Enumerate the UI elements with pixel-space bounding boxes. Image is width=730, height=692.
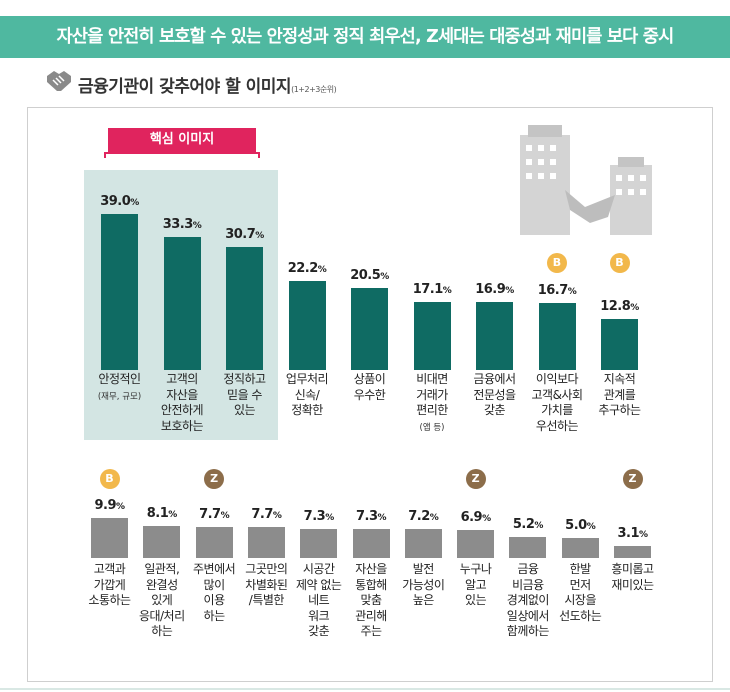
category-label: 한발 먼저 시장을 선도하는: [559, 562, 602, 623]
highlight-label: 핵심 이미지: [108, 128, 256, 152]
category-label: 금융 비금융 경계없이 일상에서 함께하는: [506, 562, 550, 638]
category-label: 상품이 우수한: [353, 372, 386, 402]
bar: [509, 537, 547, 558]
badge: B: [609, 253, 630, 273]
bar: [226, 247, 263, 370]
category-label: 주변에서 많이 이용 하는: [193, 562, 236, 623]
value-label: 22.2%: [287, 261, 327, 277]
category-label: 발전 가능성이 높은: [402, 562, 445, 607]
badge: B: [99, 469, 120, 489]
bar: [352, 528, 390, 558]
category-label: 비대면 거래가 편리한: [416, 372, 448, 417]
value-label: 39.0%: [100, 194, 139, 209]
value-label: 6.9%: [460, 510, 492, 526]
category-label: 이익보다 고객&사회 가치를 우선하는: [531, 372, 583, 433]
value-label: 9.9%: [94, 498, 125, 514]
value-label: 12.8%: [600, 298, 639, 314]
category-label: 안정적인: [98, 372, 141, 386]
panel: [27, 107, 713, 682]
category-label: 흥미롭고 재미있는: [611, 562, 654, 592]
bar: [143, 525, 181, 558]
bar: [614, 545, 651, 558]
bar: [163, 236, 201, 370]
category-label: 업무처리 신속/ 정확한: [285, 372, 329, 417]
bar: [91, 518, 128, 558]
subtitle-note: (1+2+3순위): [291, 85, 337, 94]
bar: [476, 302, 513, 370]
handshake-icon: [47, 71, 71, 91]
value-label: 7.7%: [199, 507, 230, 523]
value-label: 5.2%: [512, 517, 544, 533]
bar: [457, 530, 495, 558]
category-label: 고객과 가깝게 소통하는: [88, 562, 131, 607]
badge: B: [547, 253, 567, 273]
bar: [538, 303, 576, 370]
value-label: 7.3%: [303, 508, 335, 524]
category-label: 시공간 제약 없는 네트 워크 갖춘: [295, 562, 342, 638]
bar: [247, 527, 285, 558]
bar: [404, 529, 442, 558]
category-note: (재무, 규모): [97, 391, 142, 402]
value-label: 20.5%: [350, 268, 389, 283]
subtitle-text: 금융기관이 갖추어야 할 이미지: [78, 77, 292, 97]
category-label: 금융에서 전문성을 갖춘: [473, 372, 516, 417]
value-label: 17.1%: [412, 281, 452, 297]
bar: [413, 301, 451, 370]
banner: 자산을 안전히 보호할 수 있는 안정성과 정직 최우선, Z세대는 대중성과 …: [0, 16, 730, 58]
badge: Z: [465, 469, 486, 489]
value-label: 7.3%: [355, 508, 387, 524]
bar: [101, 214, 138, 370]
bottom-rule: [0, 688, 730, 690]
value-label: 7.2%: [408, 509, 439, 525]
subtitle: 금융기관이 갖추어야 할 이미지(1+2+3순위): [78, 72, 337, 97]
bar: [561, 538, 599, 558]
value-label: 5.0%: [565, 518, 596, 533]
value-label: 30.7%: [225, 227, 264, 243]
category-label: 정직하고 믿을 수 있는: [223, 372, 266, 417]
category-label: 지속적 관계를 추구하는: [598, 372, 641, 417]
value-label: 3.1%: [617, 525, 648, 541]
bar: [351, 288, 388, 370]
value-label: 7.7%: [251, 507, 282, 523]
buildings-illustration: [520, 125, 652, 235]
badge: Z: [622, 469, 643, 489]
category-label: 고객의 자산을 안전하게 보호하는: [160, 372, 204, 433]
bar: [195, 527, 233, 558]
bar: [601, 318, 638, 370]
bar: [288, 281, 326, 370]
category-note: (앱 등): [419, 422, 445, 433]
value-label: 16.7%: [537, 283, 577, 299]
value-label: 33.3%: [162, 216, 202, 232]
category-label: 일관적, 완결성 있게 응대/처리 하는: [138, 562, 185, 638]
bar: [300, 528, 338, 558]
category-label: 그곳만의 차별화된 /특별한: [245, 562, 288, 607]
category-label: 자산을 통합해 맞춤 관리해 주는: [355, 562, 387, 638]
highlight-bracket: [104, 152, 260, 158]
badge: Z: [204, 469, 225, 489]
value-label: 8.1%: [146, 505, 178, 521]
category-label: 누구나 알고 있는: [459, 562, 492, 607]
value-label: 16.9%: [475, 282, 514, 298]
